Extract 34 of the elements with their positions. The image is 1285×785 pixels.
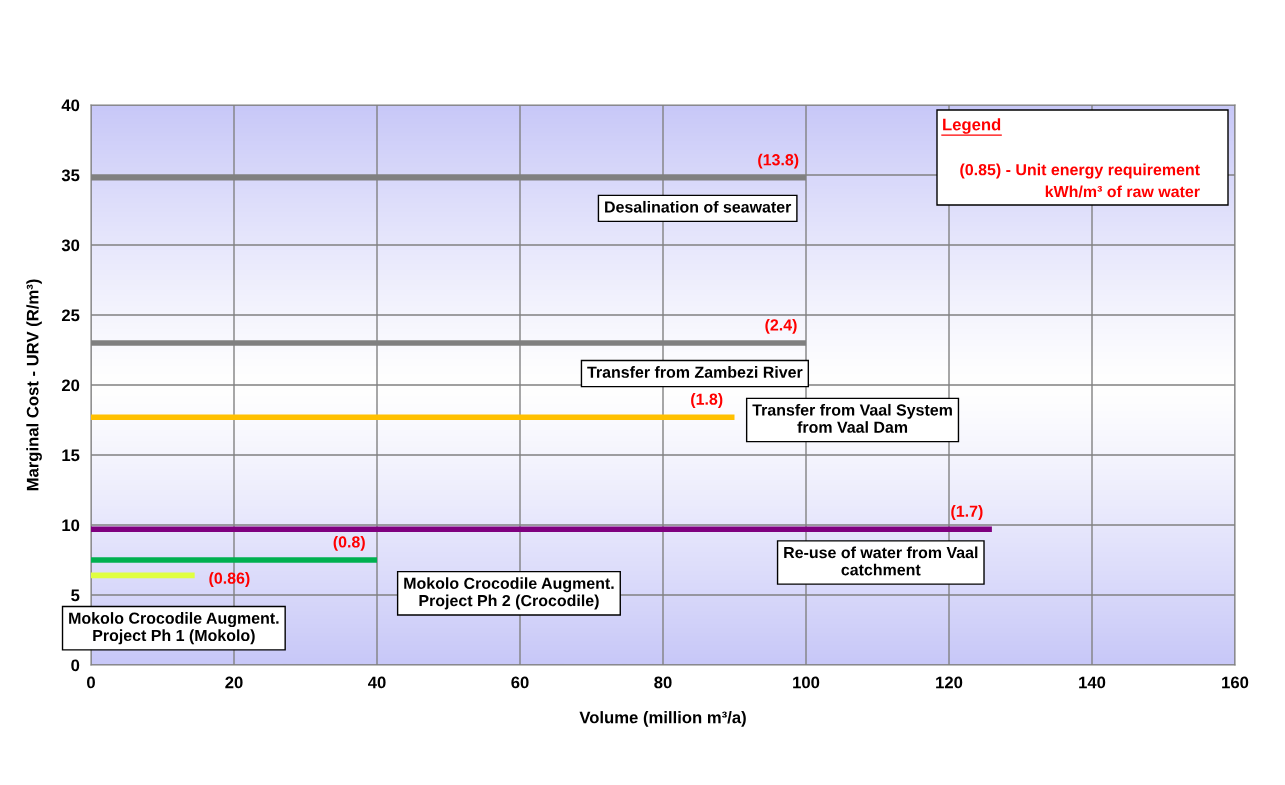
x-tick-label: 20 <box>225 676 243 689</box>
x-tick-label: 0 <box>87 676 95 689</box>
y-tick-label: 15 <box>62 449 80 462</box>
annotation: (0.86) <box>209 572 250 588</box>
annotation: Transfer from Vaal System from Vaal Dam <box>752 403 952 433</box>
y-tick-label: 5 <box>71 589 80 602</box>
x-tick-label: 60 <box>511 676 529 689</box>
annotation: (1.7) <box>951 505 983 520</box>
annotation: (1.8) <box>691 393 723 408</box>
y-axis-title: Marginal Cost - URV (R/m³) <box>26 279 42 491</box>
x-tick-label: 160 <box>1222 676 1249 689</box>
annotation: (0.8) <box>333 535 365 551</box>
y-tick-label: 25 <box>61 309 80 322</box>
annotation: Legend <box>943 118 1001 134</box>
annotation: Mokolo Crocodile Augment. Project Ph 1 (Mokolo) <box>69 612 279 645</box>
x-tick-label: 100 <box>793 676 820 689</box>
annotation: Mokolo Crocodile Augment. Project Ph 2 (Crocodile) <box>404 577 614 610</box>
annotation: (2.4) <box>765 318 797 334</box>
y-tick-label: 35 <box>61 169 80 182</box>
x-tick-label: 80 <box>654 676 672 689</box>
x-tick-label: 40 <box>367 676 386 689</box>
x-axis-title: Volume (million m³/a) <box>579 711 746 727</box>
y-tick-label: 40 <box>61 99 80 112</box>
annotation: Desalination of seawater <box>605 200 792 213</box>
x-tick-label: 120 <box>936 676 963 689</box>
y-tick-label: 30 <box>61 239 80 252</box>
annotation: (13.8) <box>758 153 799 169</box>
y-tick-label: 0 <box>71 659 80 672</box>
x-tick-label: 140 <box>1079 676 1106 689</box>
annotation: Transfer from Zambezi River <box>587 366 803 378</box>
y-tick-label: 10 <box>62 519 80 532</box>
y-tick-label: 20 <box>61 379 80 392</box>
annotation: (0.85) - Unit energy requirement kWh/m³ of raw water <box>960 163 1200 198</box>
annotation: Re-use of water from Vaal catchment <box>784 546 978 576</box>
